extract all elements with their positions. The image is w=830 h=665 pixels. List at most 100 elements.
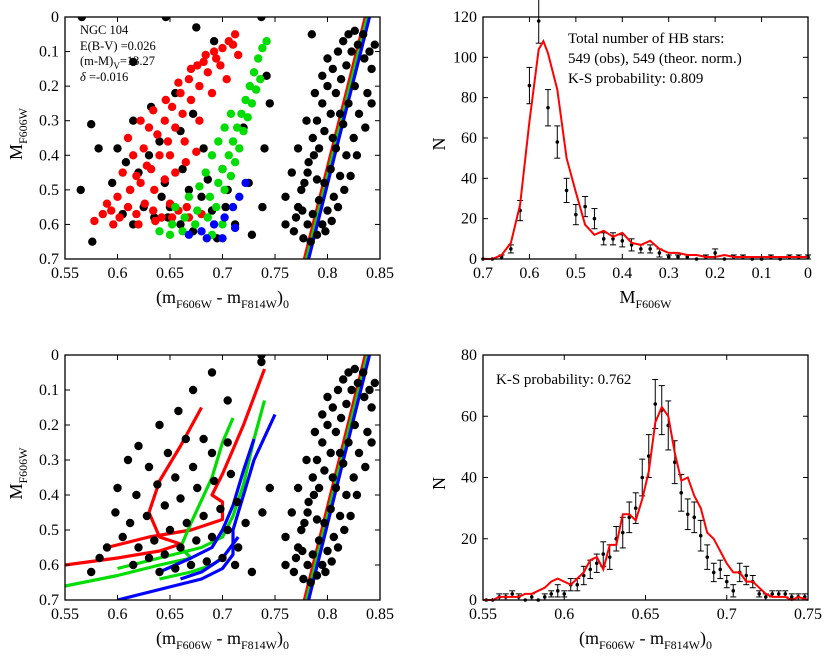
bottom-right-obs-point [575, 582, 580, 587]
bottom-left-observed-point [182, 518, 191, 528]
top-left-model_green-point [207, 151, 217, 160]
top-left-plot [76, 17, 379, 259]
bottom-left-observed-point [323, 420, 332, 430]
bottom-left-xtick-label: 0.85 [366, 606, 394, 623]
top-left-model_green-point [224, 151, 233, 160]
bottom-left-observed-point [193, 483, 202, 493]
top-left-observed-point [310, 88, 320, 98]
top-left-model_red-point [157, 213, 166, 222]
top-left-ytick-label: 0.6 [39, 216, 59, 233]
top-left-model_red-point [151, 216, 160, 226]
top-left-model_green-point [258, 43, 267, 53]
bottom-left-observed-point [87, 567, 96, 577]
bottom-left-xtick-label: 0.75 [261, 606, 289, 623]
top-right-obs-point [536, 19, 541, 23]
top-left-xtick-label: 0.85 [366, 265, 394, 282]
bottom-right-plot [483, 379, 809, 602]
ylabel-sub: F606W [16, 107, 30, 144]
top-left-model_blue-point [230, 223, 240, 233]
top-left-model_green-point [212, 202, 221, 212]
top-left-observed-point [247, 230, 257, 239]
top-left-xtick-label: 0.6 [108, 265, 128, 282]
bottom-left-observed-point [312, 455, 322, 465]
bottom-left-observed-point [327, 557, 336, 566]
top-right-obs-point [574, 212, 578, 217]
ylabel-part: M [6, 144, 26, 160]
top-left-model_red-point [144, 123, 154, 132]
bottom-left-ytick-label: 0.6 [39, 557, 59, 574]
bottom-right-obs-point [640, 475, 645, 480]
top-left-model_red-point [163, 137, 173, 146]
bottom-right-obs-point [633, 506, 638, 510]
top-left-model_red-point [109, 220, 118, 229]
top-left-ytick-label: 0.1 [39, 44, 59, 61]
xlabel-part: (m [579, 628, 599, 649]
top-left-observed-point [365, 47, 374, 56]
top-left-model_green-point [245, 81, 254, 91]
bottom-left-observed-point [142, 511, 152, 521]
bottom-left-observed-point [216, 504, 225, 514]
bottom-left-observed-point [258, 508, 267, 517]
bottom-left-observed-point [359, 368, 368, 377]
bottom-right-xtick-label: 0.7 [717, 606, 737, 623]
bottom-left-observed-point [125, 518, 135, 528]
bottom-right-ytick-label: 40 [461, 470, 477, 487]
bottom-left-xtick-label: 0.65 [156, 606, 184, 623]
bottom-left-observed-point [223, 396, 232, 405]
top-left-observed-point [260, 144, 269, 153]
top-left-observed-point [323, 206, 332, 215]
top-left-model_red-point [176, 88, 185, 98]
top-left-observed-point [350, 81, 359, 91]
bottom-left-observed-point [230, 560, 240, 570]
top-left-model_red-point [181, 158, 190, 167]
top-left-model_green-point [184, 192, 194, 201]
bottom-left-observed-point [241, 518, 250, 528]
bottom-left-observed-point [281, 532, 290, 542]
top-left-observed-point [363, 88, 372, 98]
bottom-right-ytick-label: 60 [461, 408, 477, 425]
bottom-left-track_red_1 [65, 406, 203, 567]
bottom-right-obs-point [776, 592, 781, 596]
bottom-left-observed-point [331, 427, 341, 437]
top-left-observed-point [314, 144, 324, 153]
top-left-observed-point [300, 178, 309, 188]
bottom-right-obs-point [601, 552, 606, 556]
top-right-axes: 0.7 0.6 0.5 0.4 0.3 0.2 0.1 0 0 20 40 60 80 100 120 [453, 9, 812, 282]
top-left-model_green-point [247, 99, 257, 108]
bottom-left-observed-point [129, 560, 138, 570]
top-left-observed-point [197, 192, 206, 201]
top-right-obs-point [555, 140, 560, 144]
bottom-right-obs-point [770, 592, 775, 596]
bottom-left-observed-point [328, 473, 337, 482]
top-right-obs-point [509, 247, 513, 251]
bottom-left-observed-point [367, 403, 376, 412]
top-left-model_red-point [136, 178, 145, 188]
top-left-observed-point [157, 192, 166, 201]
top-left-observed-point [299, 234, 308, 243]
top-left-model_red-point [182, 202, 191, 212]
bottom-left-observed-point [349, 473, 358, 482]
bottom-left-observed-point [352, 490, 362, 500]
bottom-left-observed-point [287, 508, 296, 517]
top-left-observed-point [342, 61, 351, 70]
bottom-left-observed-point [312, 571, 322, 580]
top-left-model_red-point [192, 147, 201, 156]
top-left-model_red-point [195, 81, 204, 91]
bottom-left-observed-point [192, 536, 201, 545]
top-right-obs-point [527, 83, 532, 88]
xlabel-sub: 0 [706, 638, 712, 652]
bottom-right-obs-point [510, 592, 515, 596]
top-left-model_red-point [186, 64, 196, 74]
top-left-model_green-point [180, 213, 189, 222]
top-left-model_red-point [234, 50, 243, 60]
top-left-model_red-point [212, 54, 221, 63]
top-left-observed-point [323, 81, 332, 91]
top-left-model_red-point [160, 175, 169, 184]
xlabel-part: M [619, 287, 635, 307]
top-left-model_red-point [222, 75, 231, 84]
top-left-xlabel: (mF606W - mF814W)0 [156, 287, 289, 311]
top-right-obs-point [583, 204, 587, 209]
top-right-obs-point [546, 105, 550, 110]
top-left-observed-point [318, 71, 327, 81]
bottom-left-observed-point [323, 392, 332, 402]
